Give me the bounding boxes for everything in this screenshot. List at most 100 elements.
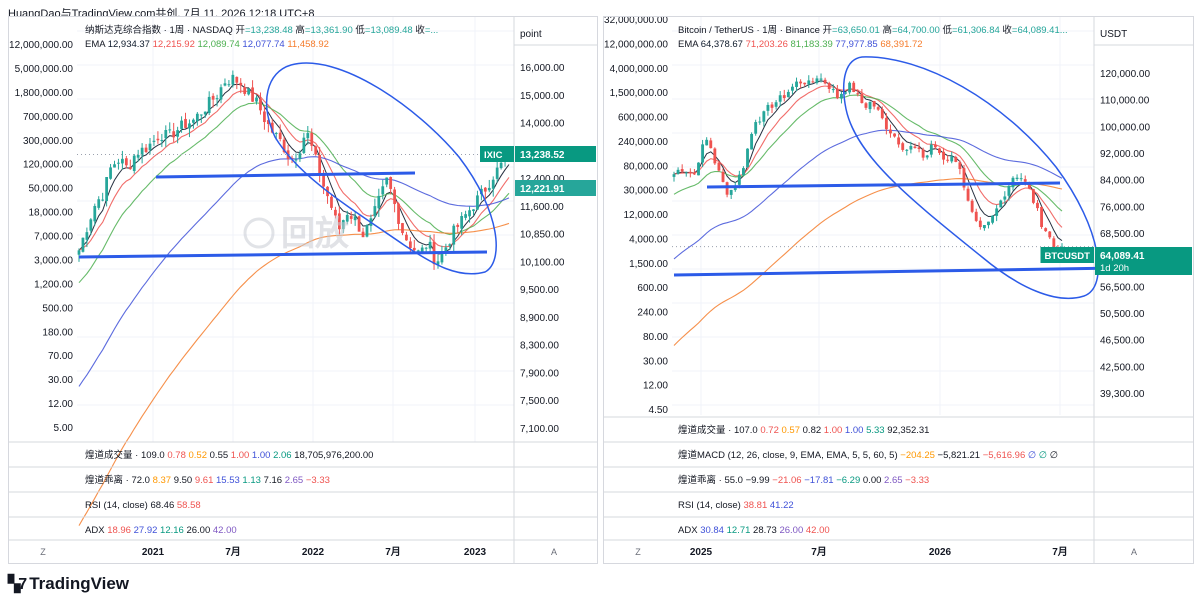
btc-indicator-legend-1-part-4: ∅ [1028,450,1039,461]
nasdaq-ohlc-legend-part-3: 高 [295,24,305,36]
btc-candle-body [893,133,896,137]
nasdaq-ema-line-2 [78,90,510,251]
btc-price-tick: 46,500.00 [1100,336,1145,347]
btc-indicator-legend-4-part-5: 42.00 [806,525,830,536]
nasdaq-price-tick: 10,850.00 [520,230,565,241]
btc-indicator-legend-0: 煌道成交量 · 107.0 0.72 0.57 0.82 1.00 1.00 5… [678,424,929,436]
nasdaq-indicator-legend-3-part-3: 12.16 [160,525,186,536]
nasdaq-candle-body [408,241,412,249]
btc-candle-body [754,122,758,134]
btc-candle-body [746,148,749,168]
nasdaq-candle-body [121,158,124,164]
nasdaq-candle-body [89,219,93,231]
nasdaq-candle-body [377,195,381,209]
btc-candle-body [938,148,941,153]
nasdaq-candle-body [385,177,389,185]
btc-indicator-legend-2-part-6: 2.65 [884,475,905,486]
btc-candle-body [827,83,831,89]
nasdaq-candle-body [405,234,408,241]
nasdaq-candle-body [412,247,416,251]
nasdaq-volume-tick: 5,000,000.00 [15,64,74,75]
btc-candle-body [770,104,774,108]
nasdaq-volume-tick: 120,000.00 [23,160,73,171]
nasdaq-candle-body [219,87,223,100]
btcusdt-chart-canvas[interactable]: 32,000,000.00 12,000,000.00 4,000,000.00 1,… [604,17,1193,563]
nasdaq-volume-tick: 12.00 [48,399,73,410]
nasdaq-candle-body [266,120,270,125]
btc-ohlc-legend-part-1: 开 [823,25,833,36]
btc-candle-body [982,225,986,229]
nasdaq-volume-tick: 500.00 [42,303,73,314]
nasdaq-ema-legend: EMA 12,934.37 12,215.92 12,089.74 12,077… [85,39,329,50]
nasdaq-candle-body [460,216,464,229]
btc-candle-body [831,89,835,91]
nasdaq-trendline-1[interactable] [78,250,488,259]
nasdaq-candle-body [215,98,219,100]
btc-trendline-1[interactable] [673,266,1119,277]
btc-candle-body [856,93,860,95]
btc-candle-body [1052,238,1056,249]
nasdaq-indicator-legend-3-part-0: ADX [85,525,107,536]
btc-candle-body [1019,178,1023,180]
btc-time-label: 2025 [690,547,713,558]
btc-trendline-0[interactable] [706,181,1061,189]
nasdaq-ohlc-legend-part-8: =... [425,25,438,36]
chart-panel-btcusdt[interactable]: 32,000,000.00 12,000,000.00 4,000,000.00 1,… [603,16,1194,564]
nasdaq-badge-label: IXIC [484,150,503,161]
btc-candle-body [766,104,770,111]
nasdaq-time-label: 2021 [142,547,165,558]
nasdaq-price-tick: 7,100.00 [520,424,559,435]
nasdaq-candle-body [334,209,337,216]
nasdaq-candle-body [152,140,156,142]
nasdaq-trendline-0[interactable] [155,171,416,179]
btc-candle-body [774,102,778,107]
nasdaq-candle-body [231,74,235,85]
nasdaq-indicator-legend-0-part-4: 1.00 [231,450,252,461]
btc-candle-body [721,171,725,182]
nasdaq-ohlc-legend-part-4: =13,361.90 [305,25,355,36]
nasdaq-indicator-legend-3-part-2: 27.92 [134,525,160,536]
nasdaq-candle-body [274,133,278,135]
nasdaq-ohlc-legend-part-2: =13,238.48 [245,25,295,36]
nasdaq-indicator-legend-3: ADX 18.96 27.92 12.16 26.00 42.00 [85,525,237,536]
nasdaq-candle-body [81,237,85,252]
nasdaq-volume-tick: 18,000.00 [29,208,74,219]
nasdaq-ema-line-5 [78,222,510,526]
btc-candle-body [672,174,676,177]
btc-candle-body [692,173,696,175]
btc-ema-legend-part-0: EMA [678,39,701,50]
btc-candle-body [946,159,950,161]
nasdaq-candle-body [381,186,385,195]
nasdaq-candle-body [330,196,333,208]
btc-indicator-legend-1-part-1: −204.25 [900,450,937,461]
btc-candle-body [1044,228,1048,232]
btc-candle-body [1036,202,1039,209]
btc-indicator-legend-3-part-2: 41.22 [770,500,794,511]
btc-price-tick: 84,000.00 [1100,176,1145,187]
nasdaq-chart-canvas[interactable]: 12,000,000.00 5,000,000.00 1,800,000.00 700… [9,17,597,563]
chart-panel-nasdaq[interactable]: 12,000,000.00 5,000,000.00 1,800,000.00 700… [8,16,598,564]
btc-ema-line-4 [673,129,1063,260]
btc-candle-body [778,95,782,102]
btc-volume-tick: 600,000.00 [618,113,668,124]
nasdaq-indicator-legend-0-part-7: 18,705,976,200.00 [294,450,373,461]
btc-candle-body [942,151,945,160]
tradingview-logo: ▚7 TradingView [8,574,129,594]
btc-price-tick: 50,500.00 [1100,309,1145,320]
nasdaq-candle-body [199,114,203,116]
btc-ohlc-legend-part-0: Bitcoin / TetherUS · 1周 · Binance [678,25,823,36]
nasdaq-ellipse-drawing[interactable] [266,62,497,275]
btc-candle-body [929,144,933,155]
btc-candle-body [954,157,958,162]
nasdaq-badge-value: 12,221.91 [520,184,565,195]
btc-candle-body [884,117,888,130]
btc-ohlc-legend-part-2: =63,650.01 [832,25,882,36]
btc-ellipse-drawing[interactable] [843,56,1099,300]
nasdaq-candle-body [464,214,467,218]
nasdaq-candle-body [322,173,325,187]
btc-price-tick: 39,300.00 [1100,389,1145,400]
nasdaq-ema-line-3 [78,102,510,284]
btc-candle-body [1040,206,1044,228]
btc-indicator-legend-4-part-2: 12.71 [727,525,753,536]
btc-volume-tick: 1,500.00 [629,259,668,270]
